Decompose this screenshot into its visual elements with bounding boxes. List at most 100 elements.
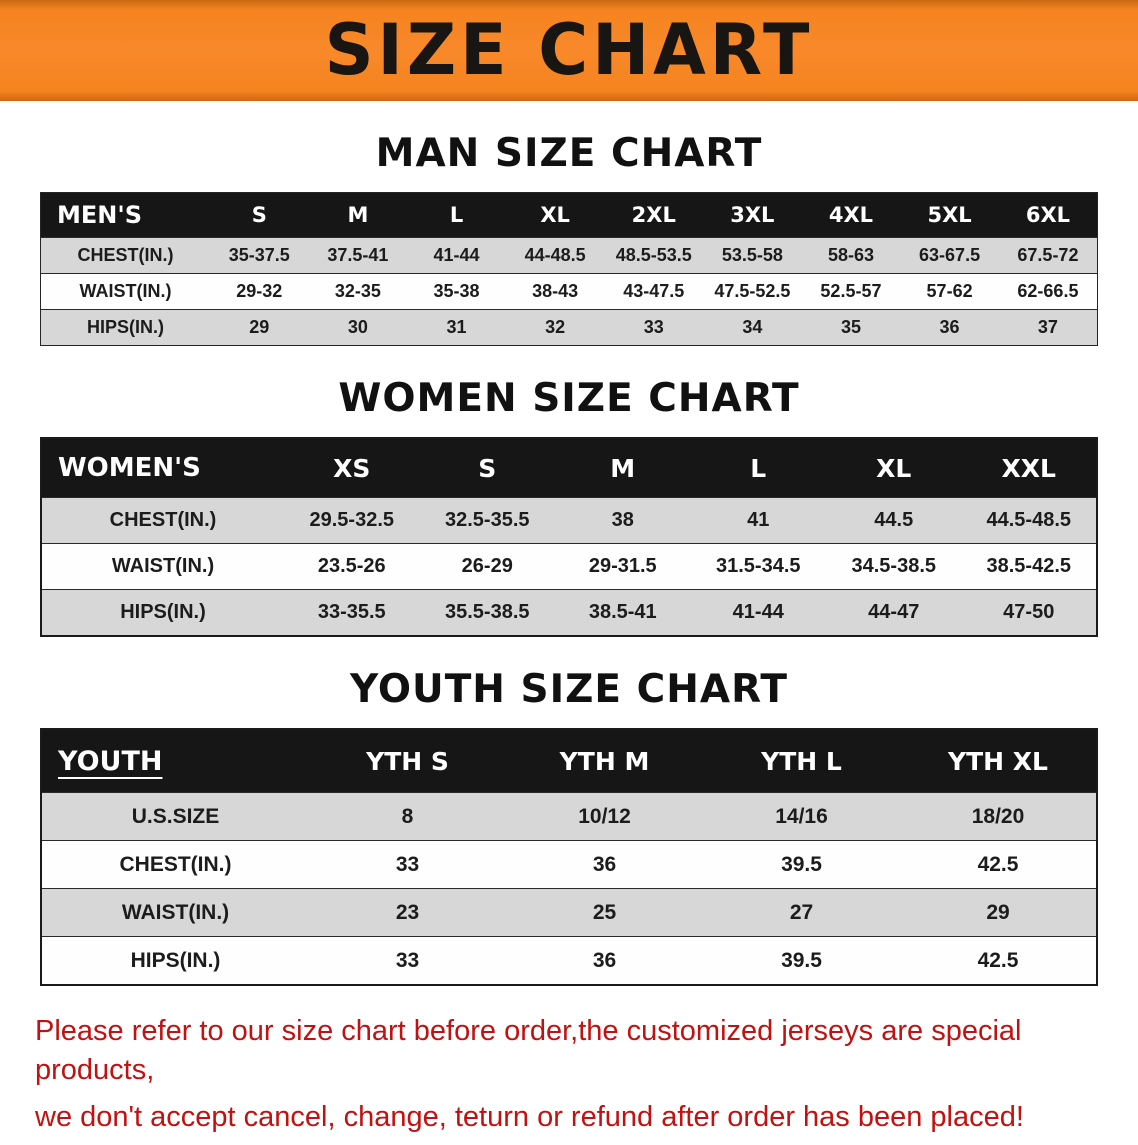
table-row: WAIST(IN.) 23 25 27 29 [41,888,1097,937]
size-value-cell: 35.5-38.5 [419,589,555,636]
size-value-cell: 34.5-38.5 [826,543,962,590]
column-header: YTH XL [900,729,1097,793]
column-header: L [690,438,826,498]
column-header: M [308,192,408,238]
column-header: XL [826,438,962,498]
size-value-cell: 42.5 [900,936,1097,985]
size-value-cell: 44-47 [826,589,962,636]
size-value-cell: 44-48.5 [505,237,605,274]
size-value-cell: 26-29 [419,543,555,590]
size-value-cell: 33 [604,309,704,346]
table-row: CHEST(IN.) 33 36 39.5 42.5 [41,840,1097,889]
disclaimer: Please refer to our size chart before or… [35,1012,1103,1137]
size-value-cell: 48.5-53.5 [604,237,704,274]
size-value-cell: 38.5-41 [555,589,691,636]
size-value-cell: 8 [309,792,506,841]
column-header: 5XL [900,192,999,238]
youth-section-heading: YOUTH SIZE CHART [350,667,788,712]
size-value-cell: 44.5-48.5 [961,497,1097,544]
table-header-row: WOMEN'S XS S M L XL XXL [41,438,1097,498]
column-header: XS [284,438,420,498]
banner-title: SIZE CHART [324,9,814,92]
size-value-cell: 32 [505,309,605,346]
row-label: HIPS(IN.) [41,936,309,985]
size-value-cell: 23.5-26 [284,543,420,590]
size-value-cell: 53.5-58 [703,237,802,274]
size-value-cell: 47-50 [961,589,1097,636]
size-value-cell: 32.5-35.5 [419,497,555,544]
size-value-cell: 41-44 [690,589,826,636]
size-value-cell: 35-37.5 [210,237,309,274]
size-value-cell: 33 [309,936,506,985]
size-value-cell: 14/16 [703,792,900,841]
size-value-cell: 42.5 [900,840,1097,889]
table-corner-label: MEN'S [40,192,210,238]
disclaimer-line-1: Please refer to our size chart before or… [35,1015,1022,1087]
size-value-cell: 36 [506,840,703,889]
column-header: 6XL [998,192,1098,238]
table-row: CHEST(IN.) 29.5-32.5 32.5-35.5 38 41 44.5 44.5… [41,497,1097,544]
size-value-cell: 57-62 [900,273,999,310]
size-value-cell: 31 [407,309,506,346]
column-header: XXL [961,438,1097,498]
size-value-cell: 43-47.5 [604,273,704,310]
row-label: U.S.SIZE [41,792,309,841]
size-value-cell: 37 [998,309,1098,346]
row-label: HIPS(IN.) [40,309,210,346]
row-label: HIPS(IN.) [41,589,284,636]
size-value-cell: 58-63 [801,237,901,274]
size-value-cell: 35 [801,309,901,346]
column-header: 3XL [703,192,802,238]
size-value-cell: 29-31.5 [555,543,691,590]
table-row: U.S.SIZE 8 10/12 14/16 18/20 [41,792,1097,841]
youth-size-section: YOUTH SIZE CHART YOUTH YTH S YTH M YTH L YTH… [0,667,1138,986]
column-header: M [555,438,691,498]
size-value-cell: 67.5-72 [998,237,1098,274]
column-header: L [407,192,506,238]
row-label: WAIST(IN.) [40,273,210,310]
column-header: YTH L [703,729,900,793]
row-label: WAIST(IN.) [41,543,284,590]
size-value-cell: 47.5-52.5 [703,273,802,310]
size-value-cell: 38-43 [505,273,605,310]
size-value-cell: 31.5-34.5 [690,543,826,590]
table-row: HIPS(IN.) 33-35.5 35.5-38.5 38.5-41 41-44 44-… [41,589,1097,636]
row-label: WAIST(IN.) [41,888,309,937]
size-value-cell: 32-35 [308,273,408,310]
size-value-cell: 18/20 [900,792,1097,841]
disclaimer-line-2: we don't accept cancel, change, teturn o… [35,1101,1024,1134]
size-value-cell: 30 [308,309,408,346]
column-header: S [419,438,555,498]
size-value-cell: 38 [555,497,691,544]
women-section-heading: WOMEN SIZE CHART [338,376,800,421]
size-value-cell: 44.5 [826,497,962,544]
men-size-table: MEN'S S M L XL 2XL 3XL 4XL 5XL 6XL CHEST(IN.) 35-37… [40,192,1098,346]
size-value-cell: 52.5-57 [801,273,901,310]
size-value-cell: 41-44 [407,237,506,274]
size-value-cell: 29.5-32.5 [284,497,420,544]
size-value-cell: 35-38 [407,273,506,310]
size-value-cell: 37.5-41 [308,237,408,274]
table-row: HIPS(IN.) 33 36 39.5 42.5 [41,936,1097,985]
table-header-row: YOUTH YTH S YTH M YTH L YTH XL [41,729,1097,793]
table-row: CHEST(IN.) 35-37.5 37.5-41 41-44 44-48.5 48.5… [40,237,1098,274]
youth-size-table: YOUTH YTH S YTH M YTH L YTH XL U.S.SIZE 8 10/12… [40,728,1098,986]
column-header: YTH S [309,729,506,793]
size-value-cell: 29 [900,888,1097,937]
size-chart-banner: SIZE CHART [0,0,1138,101]
size-value-cell: 25 [506,888,703,937]
column-header: YTH M [506,729,703,793]
size-value-cell: 27 [703,888,900,937]
row-label: CHEST(IN.) [41,497,284,544]
men-size-section: MAN SIZE CHART MEN'S S M L XL 2XL 3XL 4XL 5XL 6XL… [0,131,1138,346]
row-label: CHEST(IN.) [40,237,210,274]
size-value-cell: 33-35.5 [284,589,420,636]
women-size-section: WOMEN SIZE CHART WOMEN'S XS S M L XL XXL CHEST(… [0,376,1138,637]
table-corner-label: YOUTH [41,729,309,793]
column-header: 2XL [604,192,704,238]
size-value-cell: 63-67.5 [900,237,999,274]
size-value-cell: 33 [309,840,506,889]
size-value-cell: 39.5 [703,840,900,889]
size-value-cell: 23 [309,888,506,937]
size-value-cell: 34 [703,309,802,346]
